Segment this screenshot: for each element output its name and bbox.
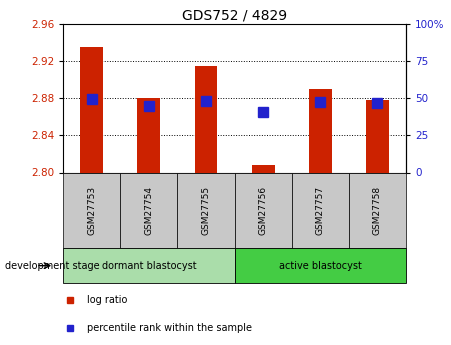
Bar [80, 47, 103, 172]
Bar [366, 100, 389, 172]
Text: GSM27756: GSM27756 [258, 186, 267, 235]
Text: percentile rank within the sample: percentile rank within the sample [87, 323, 252, 333]
Bar [235, 248, 406, 283]
Bar [63, 172, 120, 248]
Text: GSM27758: GSM27758 [373, 186, 382, 235]
Text: development stage: development stage [5, 261, 99, 270]
Bar [309, 89, 331, 172]
Bar [177, 172, 235, 248]
Text: GSM27754: GSM27754 [144, 186, 153, 235]
Bar [194, 66, 217, 172]
Text: GSM27755: GSM27755 [202, 186, 211, 235]
Text: dormant blastocyst: dormant blastocyst [101, 261, 196, 270]
Bar [292, 172, 349, 248]
Bar [138, 98, 160, 172]
Text: GSM27757: GSM27757 [316, 186, 325, 235]
Text: active blastocyst: active blastocyst [279, 261, 362, 270]
Title: GDS752 / 4829: GDS752 / 4829 [182, 9, 287, 23]
Bar [63, 248, 235, 283]
Bar [349, 172, 406, 248]
Bar [235, 172, 292, 248]
Bar [120, 172, 177, 248]
Bar [252, 165, 275, 172]
Text: log ratio: log ratio [87, 295, 128, 305]
Text: GSM27753: GSM27753 [87, 186, 96, 235]
